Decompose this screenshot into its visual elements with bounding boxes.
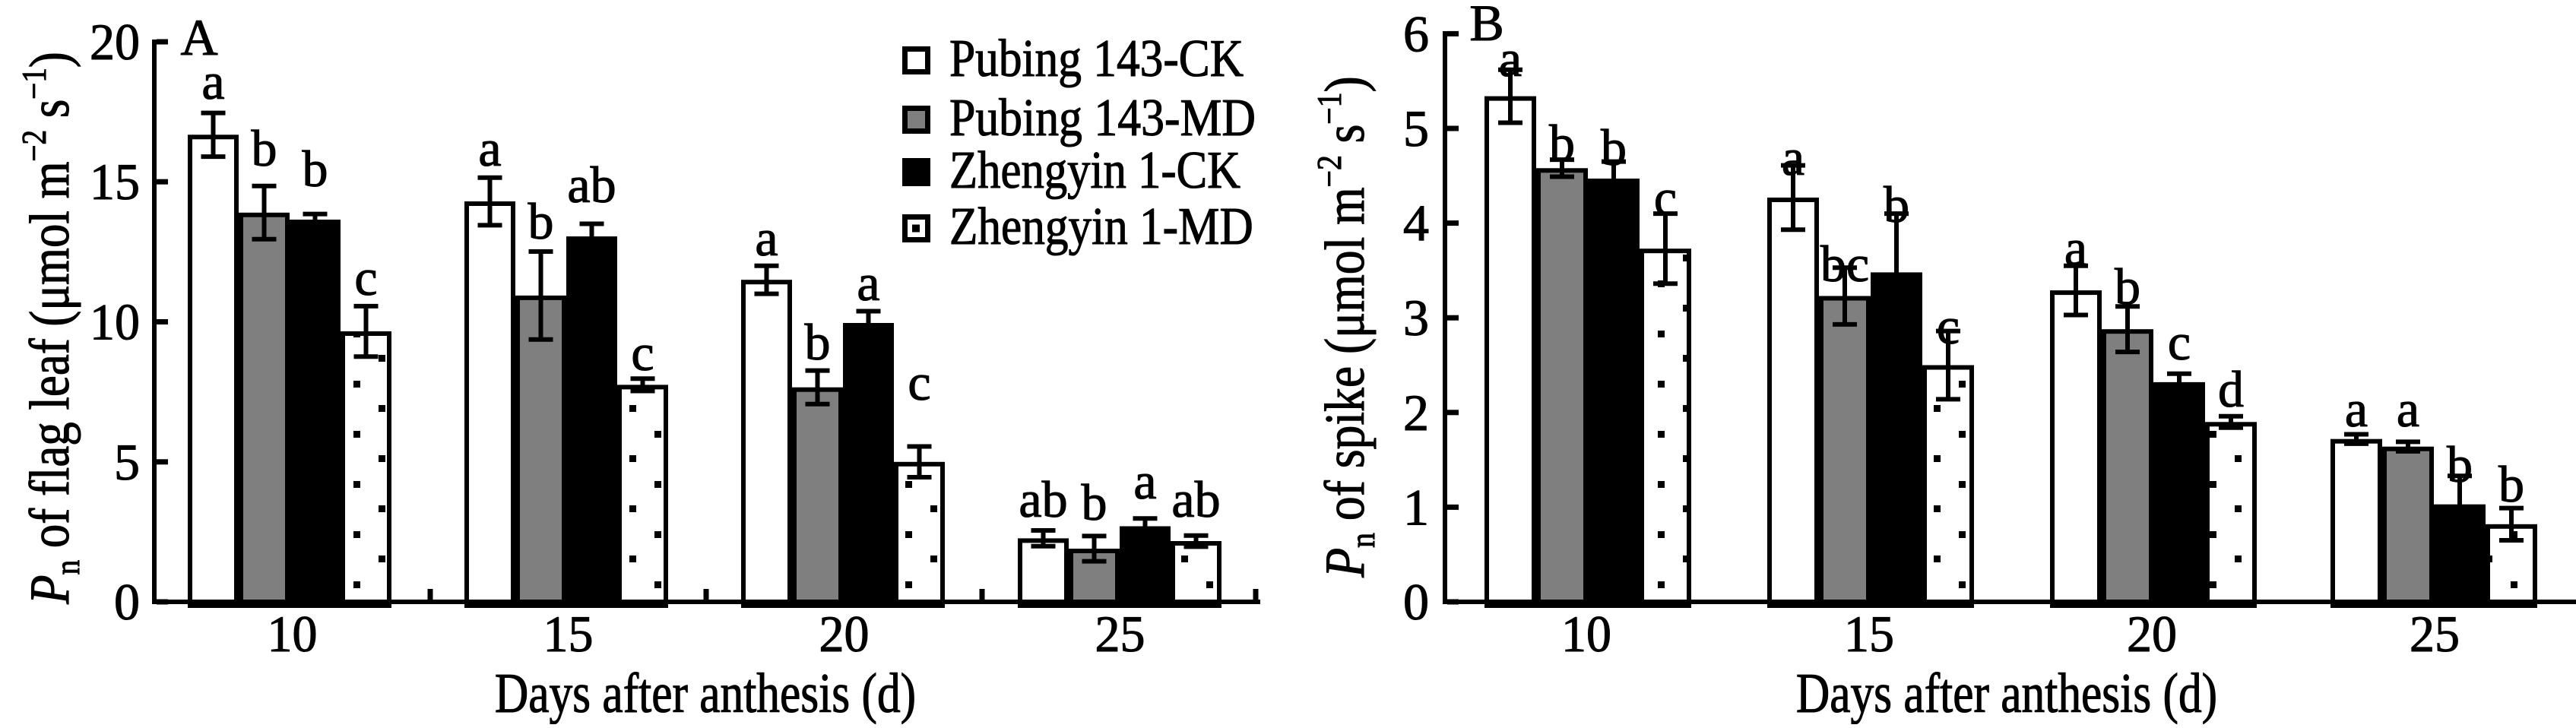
svg-text:15: 15 xyxy=(1844,606,1894,663)
svg-text:Zhengyin 1-CK: Zhengyin 1-CK xyxy=(949,141,1240,200)
svg-text:c: c xyxy=(1654,169,1677,226)
svg-text:Pn of flag leaf (μmol m−2 s−1): Pn of flag leaf (μmol m−2 s−1) xyxy=(15,52,87,605)
svg-text:a: a xyxy=(1133,452,1156,510)
svg-text:A: A xyxy=(180,8,217,66)
svg-text:5: 5 xyxy=(114,433,140,491)
svg-text:a: a xyxy=(201,52,224,110)
svg-text:Days after anthesis (d): Days after anthesis (d) xyxy=(1796,662,2217,724)
svg-text:b: b xyxy=(1601,119,1627,176)
svg-text:20: 20 xyxy=(819,606,870,663)
svg-text:a: a xyxy=(2397,380,2419,438)
svg-text:bc: bc xyxy=(1820,235,1869,293)
svg-text:c: c xyxy=(631,324,654,381)
svg-text:B: B xyxy=(1469,0,1503,52)
svg-text:20: 20 xyxy=(90,14,140,71)
svg-text:Zhengyin 1-MD: Zhengyin 1-MD xyxy=(949,197,1253,256)
svg-text:b: b xyxy=(1884,176,1909,233)
svg-text:5: 5 xyxy=(1403,100,1429,157)
svg-text:0: 0 xyxy=(1403,573,1429,631)
svg-text:10: 10 xyxy=(1561,606,1611,663)
svg-text:20: 20 xyxy=(2127,606,2177,663)
svg-text:4: 4 xyxy=(1403,195,1429,252)
svg-text:a: a xyxy=(1782,128,1804,186)
svg-text:Days after anthesis (d): Days after anthesis (d) xyxy=(495,662,916,724)
svg-text:b: b xyxy=(1549,114,1575,172)
svg-text:b: b xyxy=(252,119,277,177)
svg-text:Pubing 143-CK: Pubing 143-CK xyxy=(949,29,1244,88)
svg-text:15: 15 xyxy=(90,154,140,210)
svg-text:ab: ab xyxy=(1171,470,1220,528)
svg-text:a: a xyxy=(755,209,778,267)
svg-text:ab: ab xyxy=(1019,470,1067,528)
svg-text:b: b xyxy=(2498,455,2524,513)
svg-text:6: 6 xyxy=(1403,5,1429,62)
svg-text:1: 1 xyxy=(1403,478,1429,536)
svg-text:a: a xyxy=(1499,30,1522,87)
svg-text:b: b xyxy=(805,313,831,371)
svg-text:2: 2 xyxy=(1403,384,1429,442)
svg-text:Pubing 143-MD: Pubing 143-MD xyxy=(949,88,1256,147)
svg-text:c: c xyxy=(908,353,930,411)
svg-text:a: a xyxy=(857,254,879,312)
svg-text:a: a xyxy=(2064,219,2087,277)
svg-text:c: c xyxy=(2168,313,2191,371)
svg-text:b: b xyxy=(528,192,554,250)
svg-text:a: a xyxy=(2345,380,2368,438)
svg-text:10: 10 xyxy=(90,294,140,351)
svg-text:b: b xyxy=(1082,473,1107,531)
svg-text:15: 15 xyxy=(543,606,594,663)
svg-text:0: 0 xyxy=(114,573,140,631)
svg-text:d: d xyxy=(2218,360,2244,418)
svg-text:a: a xyxy=(478,119,501,177)
svg-text:c: c xyxy=(1937,297,1960,355)
svg-text:25: 25 xyxy=(2410,606,2460,663)
svg-text:ab: ab xyxy=(567,156,616,214)
svg-text:b: b xyxy=(2115,258,2140,315)
svg-text:10: 10 xyxy=(268,606,318,663)
svg-text:c: c xyxy=(354,248,377,306)
svg-text:Pn of spike (μmol m−2 s−1): Pn of spike (μmol m−2 s−1) xyxy=(1310,76,1382,578)
svg-text:25: 25 xyxy=(1095,606,1145,663)
svg-text:b: b xyxy=(2447,435,2473,493)
svg-text:b: b xyxy=(303,140,328,198)
svg-text:3: 3 xyxy=(1403,289,1429,347)
